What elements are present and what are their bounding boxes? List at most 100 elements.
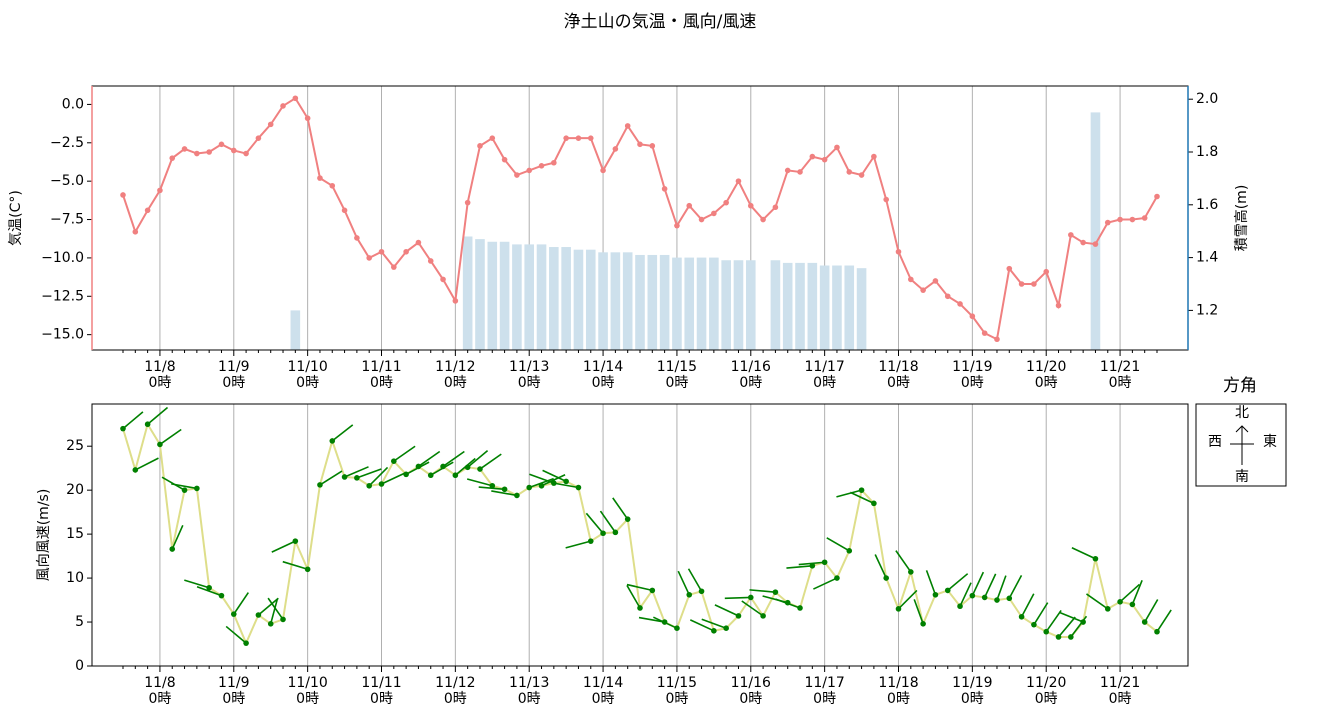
data-point (1068, 232, 1074, 238)
data-point (821, 559, 828, 566)
data-point (698, 216, 705, 223)
data-point (600, 530, 606, 537)
data-point (551, 159, 557, 166)
data-point (218, 592, 225, 599)
wind-direction (331, 424, 354, 442)
data-point (292, 95, 299, 102)
data-point (378, 248, 385, 255)
data-point (194, 150, 200, 157)
data-point (698, 588, 705, 595)
data-point (1031, 621, 1037, 628)
data-point (1104, 219, 1111, 226)
wind-direction (971, 571, 985, 597)
bar (819, 265, 830, 350)
data-point (587, 538, 594, 544)
wind-direction (626, 585, 641, 609)
bar (622, 252, 633, 350)
data-point (1080, 619, 1086, 625)
wind-direction (1071, 547, 1096, 560)
x-tick-label: 11/18 0時 (878, 675, 918, 707)
data-point (957, 603, 963, 610)
wind-direction (836, 489, 862, 498)
data-point (797, 169, 803, 175)
compass-arrow (1235, 425, 1249, 433)
data-point (797, 605, 803, 611)
bar (524, 244, 535, 350)
bar (647, 254, 658, 350)
data-point (1141, 619, 1148, 625)
data-point (341, 474, 348, 480)
data-point (969, 592, 976, 599)
wind-direction (741, 600, 764, 617)
data-point (1104, 606, 1111, 612)
data-point (1055, 302, 1062, 309)
data-point (267, 121, 274, 128)
compass-box (1195, 403, 1287, 487)
wind-direction (677, 570, 690, 596)
compass-south: 南 (1235, 469, 1249, 485)
data-point (784, 599, 791, 606)
y2-tick-label: 1.4 (1196, 250, 1218, 266)
bar (696, 257, 707, 350)
y2-axis-label: 積雪高(m) (1233, 185, 1250, 252)
x-tick-label: 11/20 0時 (1026, 359, 1066, 391)
wind-direction (947, 573, 969, 592)
wind-direction (122, 411, 144, 430)
bar (709, 257, 719, 350)
data-point (440, 463, 446, 470)
data-point (489, 482, 496, 489)
wind-direction (171, 524, 184, 550)
wind-direction (184, 579, 210, 589)
data-point (292, 538, 299, 544)
data-point (1043, 268, 1050, 275)
wind-direction (1058, 611, 1084, 623)
data-point (551, 480, 557, 486)
data-point (932, 591, 939, 598)
wind-direction (626, 583, 653, 592)
plot-frame (91, 403, 1189, 667)
data-point (132, 229, 139, 235)
data-point (181, 487, 188, 493)
y-axis-label: 風向風速(m/s) (36, 489, 52, 582)
data-point (834, 144, 840, 151)
data-point (994, 597, 1000, 603)
x-tick-label: 11/12 0時 (435, 359, 475, 391)
y-tick-label: −12.5 (41, 288, 84, 304)
x-tick-label: 11/15 0時 (657, 359, 697, 391)
data-point (895, 248, 902, 255)
wind-direction (1143, 599, 1159, 623)
data-point (686, 202, 693, 209)
compass-title: 方角 (1223, 376, 1257, 396)
data-point (649, 143, 656, 149)
wind-direction (786, 564, 813, 569)
data-point (883, 575, 889, 581)
x-tick-label: 11/19 0時 (952, 359, 992, 391)
data-point (391, 458, 397, 464)
bar (499, 241, 510, 350)
wind-direction (466, 478, 493, 487)
data-point (932, 278, 939, 284)
x-tick-label: 11/8 0時 (144, 359, 175, 391)
wind-direction (233, 592, 249, 615)
x-tick-label: 11/8 0時 (144, 675, 175, 707)
data-point (415, 463, 422, 470)
data-point (1018, 613, 1025, 620)
y-tick-label: −2.5 (50, 135, 84, 151)
data-point (415, 239, 422, 246)
wind-direction (959, 582, 972, 607)
wind-direction (541, 474, 566, 487)
data-point (120, 425, 126, 432)
data-point (1068, 634, 1074, 640)
data-point (723, 625, 729, 631)
data-point (981, 330, 988, 336)
wind-direction (612, 497, 629, 520)
bar (733, 260, 744, 350)
data-point (661, 619, 668, 625)
data-point (181, 146, 188, 152)
y-tick-label: −7.5 (50, 212, 84, 228)
x-tick-label: 11/17 0時 (804, 675, 844, 707)
wind-direction (282, 560, 308, 571)
wind-direction (159, 428, 182, 446)
wind-direction (1045, 609, 1062, 633)
x-tick-label: 11/16 0時 (731, 675, 771, 707)
